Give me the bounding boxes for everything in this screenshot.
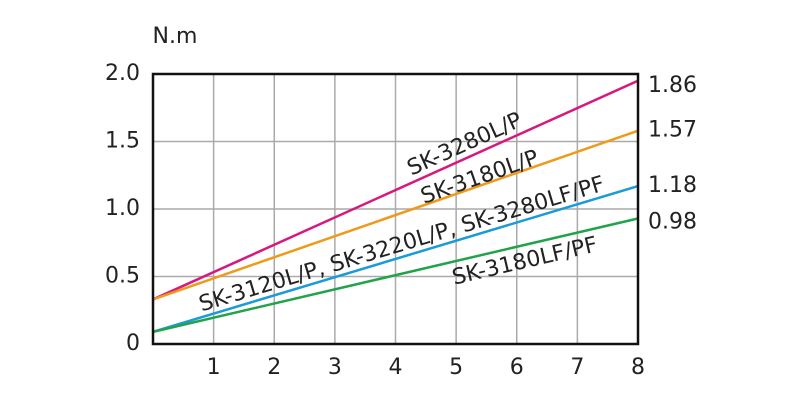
y-tick-label: 1.5: [105, 129, 140, 154]
y-axis-label: N.m: [153, 24, 198, 49]
x-tick-label: 3: [328, 355, 342, 380]
x-tick-label: 2: [267, 355, 281, 380]
x-tick-label: 7: [570, 355, 584, 380]
end-label: 0.98: [648, 209, 697, 234]
x-tick-label: 8: [631, 355, 645, 380]
end-label: 1.18: [648, 173, 697, 198]
end-label: 1.86: [648, 73, 697, 98]
series-line: [152, 217, 639, 334]
y-tick-label: 0: [126, 331, 140, 356]
x-tick-label: 6: [510, 355, 524, 380]
y-tick-label: 1.0: [105, 196, 140, 221]
series-line: [152, 184, 639, 334]
y-tick-label: 0.5: [105, 264, 140, 289]
end-label: 1.57: [648, 118, 697, 143]
series-line: [152, 79, 639, 301]
y-tick-label: 2.0: [105, 61, 140, 86]
x-tick-label: 1: [207, 355, 221, 380]
x-tick-label: 4: [389, 355, 403, 380]
x-tick-label: 5: [449, 355, 463, 380]
series-line: [152, 129, 639, 301]
plot-frame: [151, 72, 640, 346]
